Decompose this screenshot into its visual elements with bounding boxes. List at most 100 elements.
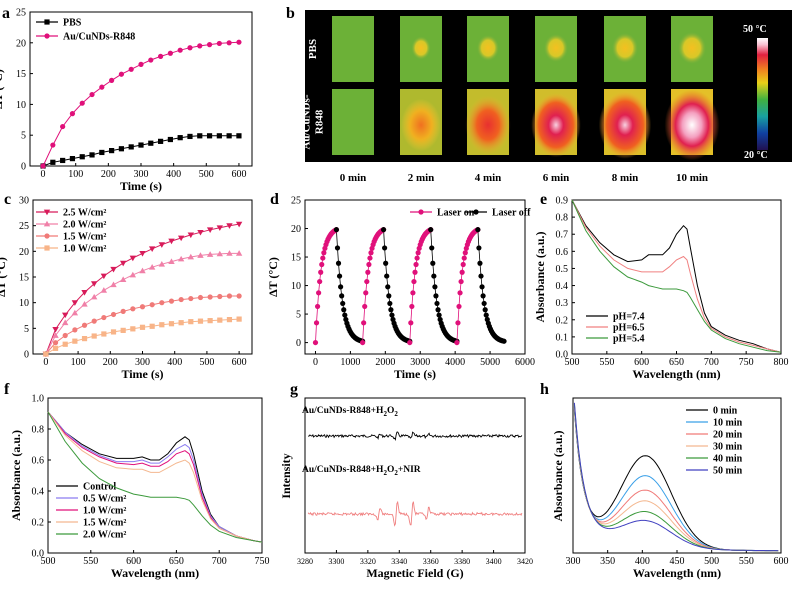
laser-on-point: [411, 278, 417, 285]
x-tick-label: 3340: [391, 557, 407, 566]
colorbar-max-label: 50 °C: [743, 24, 767, 35]
y-tick-label: 0.2: [556, 315, 569, 326]
x-tick-label: 0: [313, 357, 318, 368]
data-point: [110, 311, 117, 318]
thermal-cells: [332, 16, 720, 161]
data-point: [130, 326, 136, 332]
thermal-column-labels: 0 min 2 min 4 min 6 min 8 min 10 min: [340, 172, 708, 184]
panel-label-h: h: [540, 381, 549, 398]
y-tick-label: 20: [19, 247, 29, 258]
data-point: [197, 318, 204, 324]
data-point: [52, 332, 59, 338]
thermal-row-labels: PBS Au/CuNDs- R848: [301, 39, 326, 150]
laser-on-point: [367, 255, 373, 261]
laser-on-point: [460, 261, 466, 268]
chart-c: 0 100 200 300 400 500 600 0 5 10 15 20 25 30 Time (s) Δ…: [0, 196, 253, 381]
legend-item-1-marker: [44, 33, 50, 39]
data-point: [62, 341, 68, 347]
legend-item-1-marker: [43, 220, 51, 227]
data-point: [110, 281, 117, 288]
series-line-1: [571, 199, 782, 353]
y-axis-label: ΔT (°C): [266, 257, 280, 297]
y-axis-label: ΔT (°C): [0, 69, 5, 109]
y-tick-label: 0: [296, 338, 301, 349]
chart-a: 0 100 200 300 400 500 600 0 5 10 15 20 25 Time (s) ΔT …: [0, 8, 253, 193]
data-point: [119, 260, 127, 267]
x-axis-label: Wavelength (nm): [632, 367, 720, 381]
data-point: [167, 136, 173, 143]
thermal-cell: [332, 89, 374, 155]
data-point: [81, 322, 88, 328]
data-point: [148, 246, 156, 252]
column-label: 8 min: [612, 172, 639, 184]
laser-off-point: [434, 300, 440, 307]
x-tick-label: 0: [41, 169, 46, 180]
data-point: [206, 42, 213, 48]
series-line-2: [571, 199, 782, 353]
x-tick-label: 450: [670, 556, 685, 567]
laser-on-point: [410, 290, 416, 296]
data-point: [129, 271, 137, 278]
data-point: [100, 273, 108, 280]
data-point: [40, 163, 46, 169]
data-point: [101, 331, 107, 337]
laser-off-point: [429, 245, 435, 251]
data-point: [226, 293, 233, 299]
data-point: [71, 300, 79, 306]
data-point: [235, 221, 243, 228]
plot-frame: [571, 199, 782, 355]
data-point: [197, 133, 203, 139]
data-point: [236, 293, 242, 299]
legend-item-1-text: 10 min: [713, 418, 743, 429]
data-point: [129, 255, 137, 262]
laser-on-point: [321, 250, 327, 256]
laser-off-point: [385, 284, 391, 290]
data-point: [149, 323, 155, 329]
laser-on-point: [314, 303, 321, 310]
x-axis-label: Wavelength (nm): [111, 566, 199, 580]
x-tick-label: 3000: [410, 357, 430, 368]
data-point: [177, 47, 183, 53]
data-point: [178, 296, 184, 303]
subscript: 2: [394, 469, 398, 477]
data-point: [158, 260, 166, 267]
laser-off-point: [432, 284, 438, 290]
laser-off-point: [479, 284, 485, 290]
data-point: [118, 146, 125, 152]
data-point: [188, 319, 194, 325]
y-tick-label: 0.9: [556, 196, 569, 207]
data-point: [52, 340, 59, 346]
legend-item-2-text: pH=5.4: [613, 334, 645, 345]
y-tick-label: 0.8: [32, 425, 45, 436]
data-point: [148, 264, 156, 270]
data-point: [109, 148, 115, 154]
data-point: [197, 294, 204, 301]
laser-off-point: [384, 273, 390, 279]
legend-item-0-text: PBS: [63, 18, 82, 29]
x-tick-label: 3360: [423, 557, 439, 566]
chart-f: 500 550 600 650 700 750 0.0 0.2 0.4 0.6 0.8 1.0 Wave…: [9, 394, 270, 581]
x-tick-label: 3380: [454, 557, 470, 566]
y-tick-label: 0.0: [556, 350, 569, 361]
laser-on-point: [454, 339, 460, 346]
x-axis-label: Time (s): [120, 179, 162, 193]
data-point: [207, 294, 213, 300]
data-point: [139, 304, 146, 310]
x-axis-label: Wavelength (nm): [633, 566, 721, 580]
x-tick-label: 400: [167, 357, 182, 368]
data-point: [159, 322, 165, 328]
laser-off-point: [428, 227, 434, 233]
x-tick-label: 600: [774, 556, 789, 567]
data-point: [187, 45, 193, 51]
data-point: [50, 142, 56, 148]
data-point: [216, 133, 222, 139]
epr-trace-label-1: Au/CuNDs-R848+H2O2+NIR: [302, 465, 421, 477]
series-line-4: [573, 404, 779, 552]
legend-item-1-text: pH=6.5: [613, 323, 645, 334]
laser-on-point: [361, 320, 367, 326]
data-point: [148, 140, 154, 146]
data-point: [139, 324, 146, 330]
laser-on-point: [319, 261, 325, 268]
data-point: [91, 333, 97, 339]
x-tick-label: 400: [166, 169, 181, 180]
